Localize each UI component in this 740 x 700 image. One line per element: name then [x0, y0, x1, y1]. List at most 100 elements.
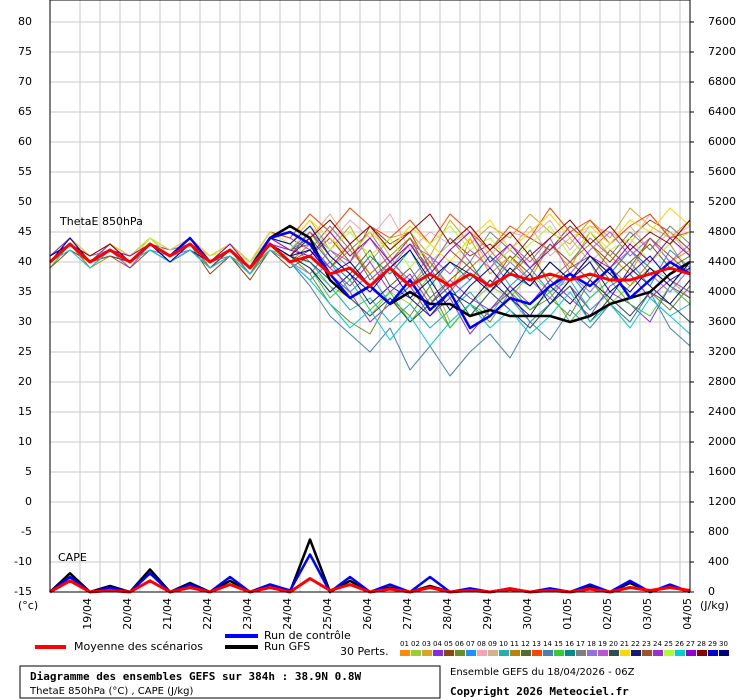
grid	[50, 0, 690, 593]
perts-legend-swatch	[400, 650, 410, 656]
perts-legend-swatch	[532, 650, 542, 656]
perturbation-line	[49, 225, 691, 311]
perts-legend-label: 05	[444, 640, 453, 648]
y-tick-label: 20	[18, 375, 32, 388]
x-tick-label: 27/04	[401, 598, 414, 630]
perts-legend-swatch	[422, 650, 432, 656]
perts-legend-swatch	[609, 650, 619, 656]
y2-tick-label: 800	[708, 525, 729, 538]
perts-legend-swatch	[653, 650, 663, 656]
perts-legend-swatch	[433, 650, 443, 656]
perts-legend-label: 29	[708, 640, 717, 648]
y-tick-label: 30	[18, 315, 32, 328]
perturbation-line	[49, 249, 691, 347]
y-tick-label: 25	[18, 345, 32, 358]
x-tick-label: 22/04	[201, 598, 214, 630]
thetae-label: ThetaE 850hPa	[59, 215, 143, 228]
x-tick-label: 26/04	[361, 598, 374, 630]
perts-legend-swatch	[488, 650, 498, 656]
perts-legend-swatch	[642, 650, 652, 656]
y2-tick-label: 4000	[708, 285, 736, 298]
perts-legend-swatch	[587, 650, 597, 656]
perturbation-line	[49, 207, 691, 263]
perts-legend-label: 14	[543, 640, 552, 648]
perts-legend-label: 22	[631, 640, 640, 648]
perts-legend: 01 02 03 04 05 06 07 08 09 10 11 12 13 14 15 16 17 18 19 20…	[400, 640, 729, 656]
y2-tick-label: 7200	[708, 45, 736, 58]
perts-legend-swatch	[477, 650, 487, 656]
perts-legend-swatch	[719, 650, 729, 656]
perts-legend-label: 11	[510, 640, 519, 648]
chart-subtitle: ThetaE 850hPa (°C) , CAPE (J/kg)	[29, 686, 193, 697]
perts-label: 30 Perts.	[340, 645, 389, 658]
legend-label: Run GFS	[264, 640, 310, 653]
perts-legend-swatch	[620, 650, 630, 656]
y-tick-label: 55	[18, 165, 32, 178]
perts-legend-swatch	[576, 650, 586, 656]
legend-label: Run de contrôle	[264, 629, 351, 642]
perts-legend-swatch	[565, 650, 575, 656]
copyright: Copyright 2026 Meteociel.fr	[450, 685, 629, 698]
perts-legend-label: 28	[697, 640, 706, 648]
perts-legend-label: 17	[576, 640, 585, 648]
perts-legend-label: 06	[455, 640, 464, 648]
perts-legend-label: 18	[587, 640, 596, 648]
legend: Moyenne des scénarios Run de contrôle Ru…	[35, 629, 729, 658]
y2-tick-label: 1200	[708, 495, 736, 508]
y-tick-label: 35	[18, 285, 32, 298]
y-tick-label: 80	[18, 15, 32, 28]
y2-tick-label: 3600	[708, 315, 736, 328]
y2-tick-label: 4800	[708, 225, 736, 238]
y2-unit: (J/kg)	[700, 599, 729, 612]
x-tick-label: 20/04	[121, 598, 134, 630]
y2-tick-label: 2800	[708, 375, 736, 388]
perturbation-line	[49, 225, 691, 269]
series-line	[48, 242, 691, 288]
perts-legend-label: 27	[686, 640, 695, 648]
y-tick-label: 65	[18, 105, 32, 118]
perts-legend-label: 23	[642, 640, 651, 648]
info-box	[19, 665, 441, 699]
perts-legend-label: 20	[609, 640, 618, 648]
x-tick-label: 30/04	[521, 598, 534, 630]
perts-legend-swatch	[664, 650, 674, 656]
lines	[48, 207, 691, 594]
perturbation-line	[49, 231, 691, 335]
perts-legend-swatch	[521, 650, 531, 656]
perts-legend-label: 03	[422, 640, 431, 648]
y2-tick-label: 400	[708, 555, 729, 568]
y2-tick-label: 4400	[708, 255, 736, 268]
perts-legend-label: 07	[466, 640, 475, 648]
perts-legend-label: 15	[554, 640, 563, 648]
y2-tick-label: 6800	[708, 75, 736, 88]
x-tick-label: 28/04	[441, 598, 454, 630]
perts-legend-swatch	[697, 650, 707, 656]
y-tick-label: 60	[18, 135, 32, 148]
perts-legend-label: 26	[675, 640, 684, 648]
perts-legend-label: 10	[499, 640, 508, 648]
perts-legend-swatch	[675, 650, 685, 656]
perts-legend-swatch	[631, 650, 641, 656]
perts-legend-swatch	[510, 650, 520, 656]
perts-legend-label: 24	[653, 640, 662, 648]
y-tick-label: -15	[14, 585, 32, 598]
x-tick-label: 19/04	[81, 598, 94, 630]
perts-legend-swatch	[598, 650, 608, 656]
x-tick-label: 04/05	[681, 598, 694, 630]
perts-legend-label: 08	[477, 640, 486, 648]
perts-legend-swatch	[708, 650, 718, 656]
x-tick-label: 25/04	[321, 598, 334, 630]
y-tick-label: 0	[25, 495, 32, 508]
y2-tick-label: 5200	[708, 195, 736, 208]
y2-tick-label: 2400	[708, 405, 736, 418]
perts-legend-label: 25	[664, 640, 673, 648]
x-tick-label: 01/05	[561, 598, 574, 630]
perts-legend-swatch	[444, 650, 454, 656]
y2-tick-label: 6400	[708, 105, 736, 118]
legend-label: Moyenne des scénarios	[74, 640, 203, 653]
y-unit: (°c)	[18, 599, 38, 612]
perts-legend-label: 02	[411, 640, 420, 648]
perts-legend-swatch	[543, 650, 553, 656]
